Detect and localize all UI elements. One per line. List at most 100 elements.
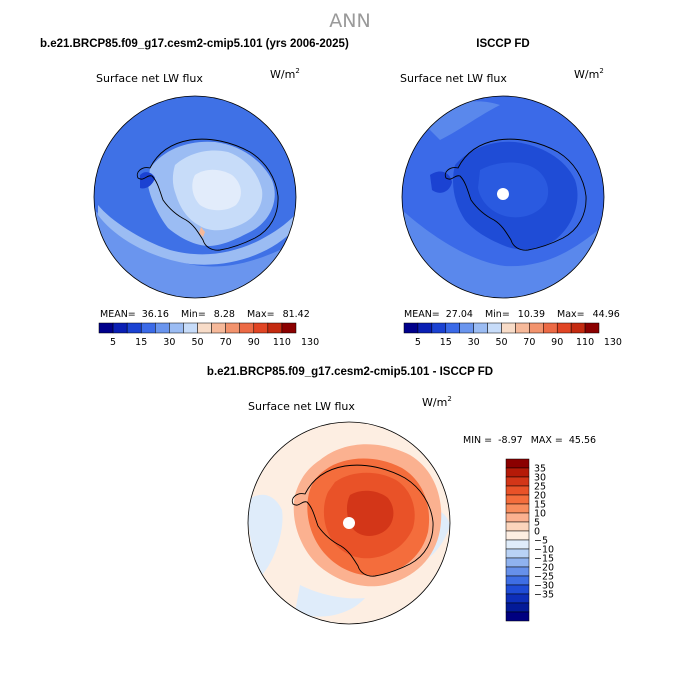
panel-a-colorbar-tick-label: 15	[135, 337, 147, 348]
panel-a-outer-band	[94, 210, 296, 298]
panel-c-colorbar-tick-label: −35	[534, 590, 554, 601]
panel-b-colorbar-segment	[543, 322, 558, 334]
panel-b-colorbar-tick-label: 110	[576, 337, 594, 348]
panel-c-colorbar-segment	[505, 584, 530, 595]
panel-c-colorbar-tick-label: 5	[534, 518, 540, 529]
panel-c-colorbar-segment	[505, 521, 530, 532]
panel-c-colorbar-tick-label: 20	[534, 491, 546, 502]
panel-c-header: b.e21.BRCP85.f09_g17.cesm2-cmip5.101 - I…	[207, 366, 493, 378]
panel-b-colorbar-tick-label: 50	[495, 337, 507, 348]
panel-c-colorbar-segment	[505, 467, 530, 478]
panel-c-colorbar-segment	[505, 512, 530, 523]
panel-c-colorbar-segment	[505, 593, 530, 604]
panel-c-colorbar-tick-label: 35	[534, 464, 546, 475]
panel-b-interior	[478, 162, 549, 218]
panel-c-colorbar-segment	[505, 503, 530, 514]
panel-a-colorbar-segment	[197, 322, 212, 334]
panel-b-colorbar-segment	[459, 322, 474, 334]
panel-b-map	[402, 96, 604, 298]
panel-a-variable: Surface net LW flux	[96, 72, 203, 85]
panel-c-colorbar-tick-label: 10	[534, 509, 546, 520]
panel-c-colorbar-segment	[505, 548, 530, 559]
panel-b-colorbar-segment	[403, 322, 419, 334]
panel-c-colorbar-tick-label: −10	[534, 545, 554, 556]
panel-c-colorbar-segment	[505, 611, 530, 622]
panel-b-coastline	[444, 138, 587, 251]
panel-c-colorbar-tick-label: −25	[534, 572, 554, 583]
panel-a-units: W/m2	[270, 67, 300, 81]
panel-c-colorbar-segment	[505, 602, 530, 613]
panel-a-colorbar-tick-label: 130	[301, 337, 319, 348]
panel-a-header: b.e21.BRCP85.f09_g17.cesm2-cmip5.101 (yr…	[40, 38, 349, 50]
panel-b-colorbar-tick-label: 90	[551, 337, 563, 348]
panel-c-map-border	[247, 421, 451, 625]
panel-c-colorbar-tick-label: 0	[534, 527, 540, 538]
panel-c-colorbar-tick-label: −5	[534, 536, 548, 547]
panel-a-colorbar-segment	[183, 322, 198, 334]
figure-title: ANN	[329, 10, 370, 32]
panel-c-colorbar-tick-label: 15	[534, 500, 546, 511]
panel-a-colorbar-tick-label: 30	[163, 337, 175, 348]
panel-b-colorbar-segment	[529, 322, 544, 334]
panel-c-map	[248, 422, 450, 624]
panel-b-colorbar-segment	[584, 322, 600, 334]
panel-c-colorbar-segment	[505, 575, 530, 586]
panel-b-colorbar-segment	[501, 322, 516, 334]
panel-a-map-border	[93, 95, 297, 299]
panel-c-colorbar-tick-label: 25	[534, 482, 546, 493]
panel-b-colorbar-segment	[570, 322, 586, 334]
panel-a-colorbar-segment	[126, 322, 142, 334]
panel-c-colorbar-tick-label: 30	[534, 473, 546, 484]
panel-c-colorbar-segment	[505, 539, 530, 550]
panel-c-stats: MIN = -8.97 MAX = 45.56	[463, 435, 596, 446]
panel-a-mid-band	[98, 205, 296, 265]
panel-a-stats: MEAN= 36.16 Min= 8.28 Max= 81.42	[100, 309, 310, 320]
panel-a-colorbar-tick-label: 70	[220, 337, 232, 348]
panel-b-colorbar-segment	[431, 322, 447, 334]
panel-c-colorbar-segment	[505, 530, 530, 541]
panel-a-map	[94, 96, 296, 298]
panel-c-coastline	[291, 464, 434, 577]
panel-b-dark-patch	[430, 171, 452, 193]
panel-a-warm-patch	[199, 227, 205, 237]
panel-b-colorbar-tick-label: 15	[440, 337, 452, 348]
panel-c-colorbar-segment	[505, 476, 530, 487]
panel-a-colorbar-segment	[211, 322, 226, 334]
panel-b-variable: Surface net LW flux	[400, 72, 507, 85]
panel-c-units: W/m2	[422, 395, 452, 409]
panel-a-colorbar: 5 15 30 50 70 90 110 130	[98, 322, 319, 348]
panel-a-coastline	[136, 138, 279, 251]
panel-a-colorbar-segment	[239, 322, 255, 334]
panel-b-stats: MEAN= 27.04 Min= 10.39 Max= 44.96	[404, 309, 620, 320]
panel-c-negative-west	[248, 494, 283, 575]
panel-b-colorbar-segment	[445, 322, 460, 334]
panel-b-colorbar-tick-label: 130	[604, 337, 622, 348]
panel-c-colorbar-segment	[505, 494, 530, 505]
panel-b-colorbar-segment	[417, 322, 433, 334]
panel-a-colorbar-tick-label: 110	[273, 337, 291, 348]
panel-a-colorbar-segment	[112, 322, 128, 334]
panel-c-colorbar-segment	[505, 557, 530, 568]
panel-b-colorbar-segment	[473, 322, 488, 334]
panel-c-colorbar-segment	[505, 485, 530, 496]
panel-b-colorbar-segment	[515, 322, 530, 334]
panel-b-outer-band	[402, 210, 604, 298]
panel-a-colorbar-segment	[267, 322, 283, 334]
panel-b-colorbar: 5 15 30 50 70 90 110 130	[403, 322, 622, 348]
panel-b-pole-hole	[497, 188, 509, 200]
panel-c-hot-core	[346, 490, 394, 536]
panel-b-header: ISCCP FD	[476, 38, 529, 50]
panel-c-negative-south	[295, 585, 365, 617]
panel-a-colorbar-segment	[169, 322, 184, 334]
panel-b-colorbar-tick-label: 30	[468, 337, 480, 348]
panel-a-colorbar-segment	[281, 322, 297, 334]
panel-a-colorbar-segment	[140, 322, 156, 334]
panel-c-colorbar-tick-label: −30	[534, 581, 554, 592]
panel-b-colorbar-segment	[487, 322, 502, 334]
panel-c-colorbar-segment	[505, 566, 530, 577]
panel-c-variable: Surface net LW flux	[248, 400, 355, 413]
panel-c-colorbar-tick-label: −20	[534, 563, 554, 574]
panel-c-colorbar-segment	[505, 458, 530, 469]
